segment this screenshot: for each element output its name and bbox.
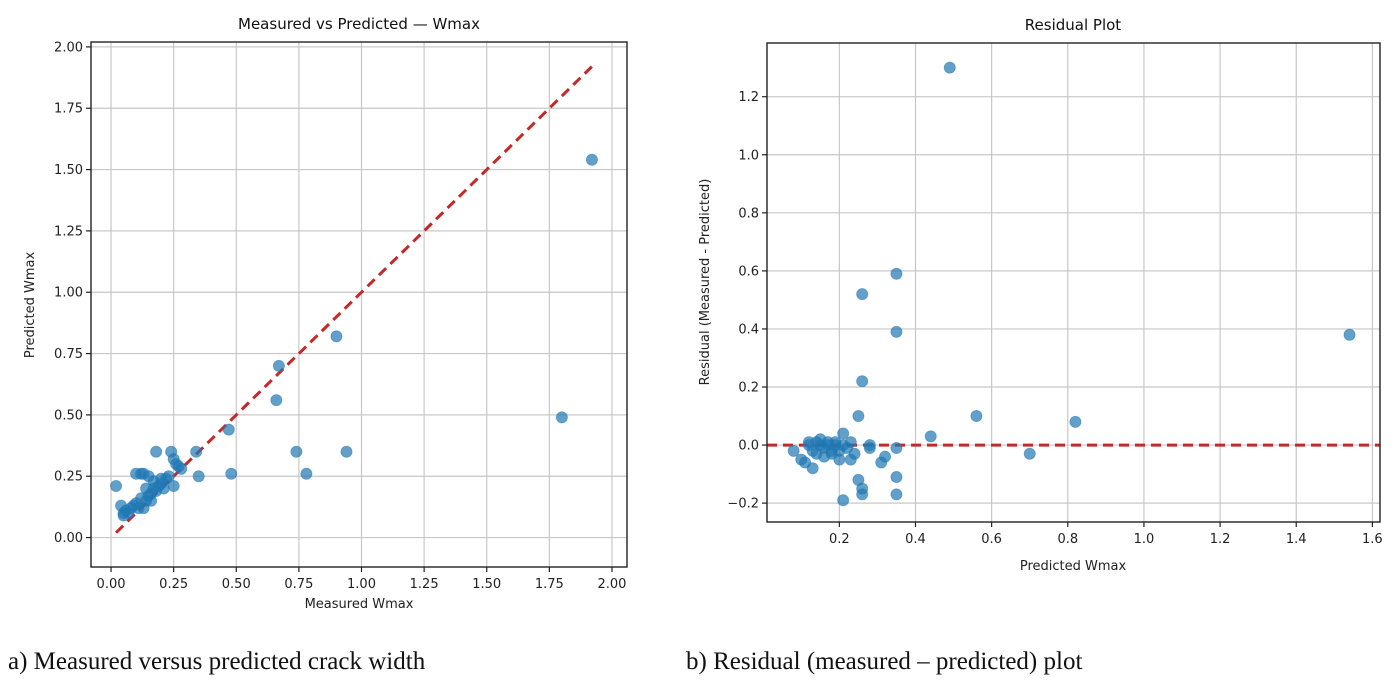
chart-a-data-point bbox=[555, 411, 568, 424]
chart-b-xtick-label: 0.6 bbox=[981, 532, 1002, 547]
chart-a-xtick-label: 1.50 bbox=[472, 577, 501, 592]
chart-b-data-point bbox=[863, 441, 876, 454]
chart-a-data-point bbox=[330, 330, 343, 343]
chart-b-xlabel: Predicted Wmax bbox=[1020, 559, 1127, 574]
chart-b-ticks: 0.2 0.4 0.6 0.8 1.0 1.2 1.4 1.6 −0.2 0.0 0.2 0.4 0.6… bbox=[727, 90, 1382, 547]
chart-b-ytick-label: 0.4 bbox=[738, 322, 759, 337]
chart-a-data-point bbox=[190, 445, 203, 458]
chart-b-data-point bbox=[1023, 447, 1036, 460]
chart-b-ytick-label: 0.8 bbox=[738, 206, 759, 221]
chart-a-data-point bbox=[192, 470, 205, 483]
chart-a-data-point bbox=[272, 359, 285, 372]
chart-a-ytick-label: 1.00 bbox=[54, 286, 83, 301]
chart-a-xtick-label: 2.00 bbox=[597, 577, 626, 592]
chart-a-ytick-label: 1.50 bbox=[54, 163, 83, 178]
chart-a-data-point bbox=[225, 467, 238, 480]
chart-a-ytick-label: 0.75 bbox=[54, 347, 83, 362]
chart-b-xtick-label: 1.6 bbox=[1362, 532, 1383, 547]
chart-a-data-point bbox=[340, 445, 353, 458]
chart-a-grid bbox=[91, 42, 627, 567]
chart-b-ytick-label: 0.2 bbox=[738, 381, 759, 396]
chart-b-data-point bbox=[806, 462, 819, 475]
chart-b-xtick-label: 0.8 bbox=[1057, 532, 1078, 547]
chart-a-ytick-label: 2.00 bbox=[54, 40, 83, 55]
chart-b-data-point bbox=[890, 488, 903, 501]
chart-b-data-point bbox=[856, 375, 869, 388]
chart-b-data-point bbox=[890, 267, 903, 280]
chart-a-data-point bbox=[222, 423, 235, 436]
chart-a-ytick-label: 0.25 bbox=[54, 470, 83, 485]
chart-a-xtick-label: 0.75 bbox=[284, 577, 313, 592]
chart-b-data-point bbox=[1069, 415, 1082, 428]
chart-b-data-point bbox=[970, 410, 983, 423]
chart-residual-plot: 0.2 0.4 0.6 0.8 1.0 1.2 1.4 1.6 −0.2 0.0 0.2 0.4 0.6… bbox=[686, 16, 1383, 675]
chart-a-xtick-label: 0.25 bbox=[159, 577, 188, 592]
chart-b-xtick-label: 0.4 bbox=[905, 532, 926, 547]
chart-a-ytick-label: 0.50 bbox=[54, 408, 83, 423]
chart-a-xtick-label: 1.75 bbox=[535, 577, 564, 592]
chart-b-points bbox=[787, 61, 1356, 507]
chart-a-data-point bbox=[167, 480, 180, 493]
chart-a-data-point bbox=[175, 462, 188, 475]
chart-b-data-point bbox=[833, 453, 846, 466]
chart-a-title: Measured vs Predicted — Wmax bbox=[238, 15, 480, 33]
chart-b-data-point bbox=[924, 430, 937, 443]
chart-b-ytick-label: 1.0 bbox=[738, 148, 759, 163]
chart-b-caption: b) Residual (measured – predicted) plot bbox=[686, 648, 1082, 675]
chart-a-data-point bbox=[585, 153, 598, 166]
chart-b-ytick-label: 0.6 bbox=[738, 264, 759, 279]
chart-a-ticks: 0.00 0.25 0.50 0.75 1.00 1.25 1.50 1.75 2.00 0.00… bbox=[54, 40, 626, 592]
chart-a-xtick-label: 1.25 bbox=[410, 577, 439, 592]
chart-measured-vs-predicted: 0.00 0.25 0.50 0.75 1.00 1.25 1.50 1.75 2.00 0.00… bbox=[8, 15, 628, 675]
chart-b-frame bbox=[766, 42, 1381, 523]
chart-b-xtick-label: 0.2 bbox=[829, 532, 850, 547]
chart-b-data-point bbox=[879, 450, 892, 463]
chart-a-data-point bbox=[157, 482, 170, 495]
chart-b-data-point bbox=[844, 436, 857, 449]
chart-b-title: Residual Plot bbox=[1025, 16, 1122, 34]
chart-a-xtick-label: 1.00 bbox=[347, 577, 376, 592]
chart-b-grid bbox=[767, 43, 1380, 522]
chart-b-xtick-label: 1.0 bbox=[1134, 532, 1155, 547]
chart-a-xtick-label: 0.00 bbox=[97, 577, 126, 592]
chart-a-xlabel: Measured Wmax bbox=[305, 597, 414, 612]
chart-a-ytick-label: 0.00 bbox=[54, 531, 83, 546]
chart-a-ylabel: Predicted Wmax bbox=[23, 252, 38, 359]
chart-a-points bbox=[110, 153, 598, 522]
chart-a-caption: a) Measured versus predicted crack width bbox=[8, 648, 426, 675]
chart-b-data-point bbox=[837, 494, 850, 507]
chart-a-frame bbox=[90, 41, 628, 568]
chart-b-xtick-label: 1.2 bbox=[1210, 532, 1231, 547]
chart-b-xtick-label: 1.4 bbox=[1286, 532, 1307, 547]
chart-b-data-point bbox=[1343, 328, 1356, 341]
chart-a-ytick-label: 1.75 bbox=[54, 102, 83, 117]
chart-a-data-point bbox=[290, 445, 303, 458]
chart-a-data-point bbox=[300, 467, 313, 480]
chart-b-data-point bbox=[852, 410, 865, 423]
chart-b-data-point bbox=[856, 488, 869, 501]
chart-b-data-point bbox=[890, 441, 903, 454]
chart-a-data-point bbox=[145, 494, 158, 507]
chart-b-data-point bbox=[837, 427, 850, 440]
chart-a-data-point bbox=[162, 470, 175, 483]
chart-a-reference-line bbox=[114, 65, 593, 534]
chart-b-ytick-label: 1.2 bbox=[738, 90, 759, 105]
chart-a-data-point bbox=[270, 394, 283, 407]
chart-b-data-point bbox=[890, 325, 903, 338]
chart-b-ytick-label: 0.0 bbox=[738, 439, 759, 454]
chart-b-data-point bbox=[856, 288, 869, 301]
chart-b-ytick-label: −0.2 bbox=[727, 497, 759, 512]
chart-a-data-point bbox=[110, 480, 123, 493]
chart-b-data-point bbox=[890, 471, 903, 484]
chart-b-ylabel: Residual (Measured - Predicted) bbox=[698, 179, 713, 386]
chart-a-xtick-label: 0.50 bbox=[222, 577, 251, 592]
chart-a-ytick-label: 1.25 bbox=[54, 224, 83, 239]
chart-b-data-point bbox=[848, 447, 861, 460]
chart-b-data-point bbox=[787, 444, 800, 457]
chart-a-data-point bbox=[150, 445, 163, 458]
chart-b-data-point bbox=[943, 61, 956, 74]
